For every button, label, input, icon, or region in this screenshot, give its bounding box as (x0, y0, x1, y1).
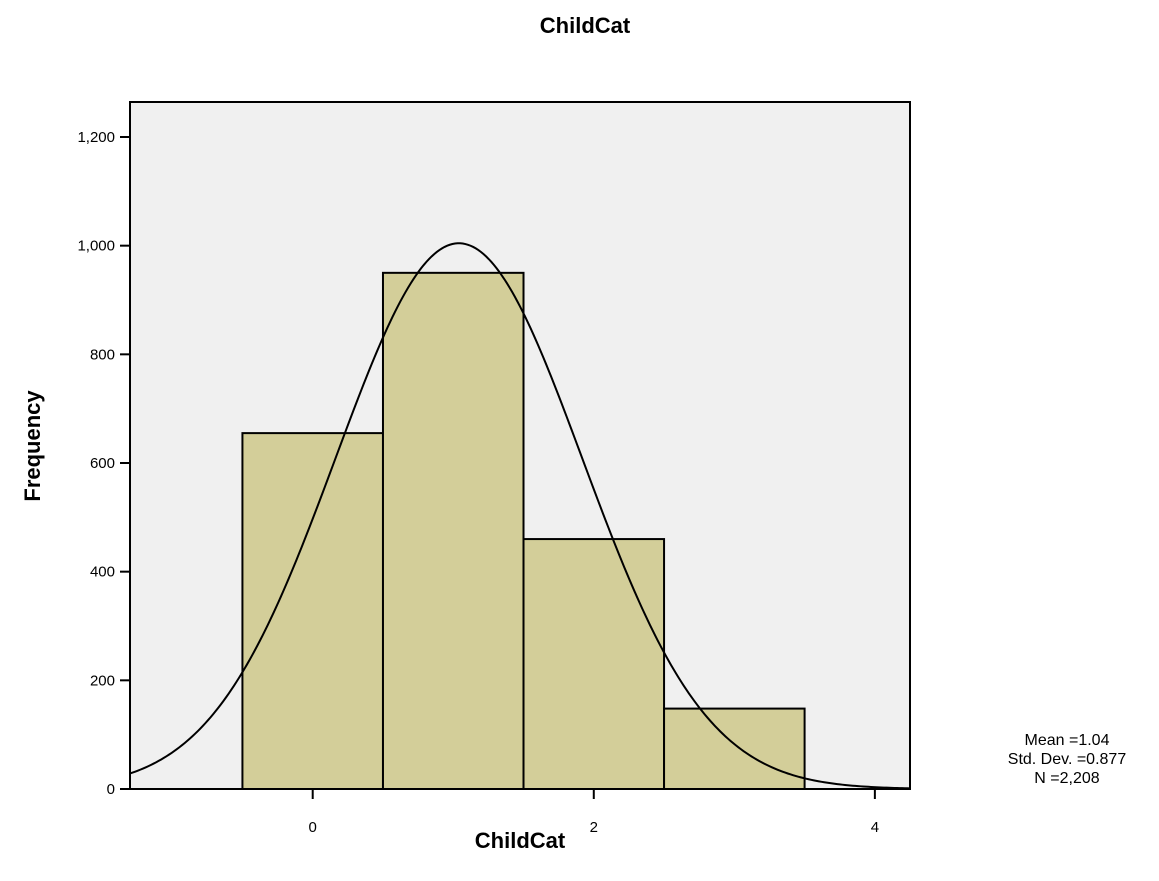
stats-line: N =2,208 (1034, 770, 1099, 787)
y-tick-label: 400 (90, 564, 115, 581)
y-tick-label: 600 (90, 455, 115, 472)
y-tick-label: 800 (90, 346, 115, 363)
y-tick-label: 0 (107, 781, 115, 798)
histogram-bar (381, 271, 525, 791)
histogram-bar (241, 432, 384, 790)
plot-frame (129, 101, 911, 790)
stats-line: Std. Dev. =0.877 (1008, 751, 1127, 768)
histogram-bar (663, 707, 806, 790)
x-tick-label: 0 (309, 819, 317, 836)
stats-box: Mean =1.04 Std. Dev. =0.877 N =2,208 (1008, 732, 1127, 787)
x-axis: 0 2 4 (309, 789, 879, 836)
x-tick-label: 2 (590, 819, 598, 836)
chart-title: ChildCat (540, 13, 631, 38)
y-tick-label: 1,200 (77, 129, 115, 146)
stats-line: Mean =1.04 (1025, 732, 1110, 749)
x-axis-label: ChildCat (475, 828, 566, 853)
histogram-bar (522, 538, 666, 790)
x-tick-label: 4 (871, 819, 879, 836)
y-axis: 0 200 400 600 800 1,000 1,200 (77, 129, 130, 798)
y-tick-label: 1,000 (77, 238, 115, 255)
normal-curve (129, 242, 911, 790)
y-axis-label: Frequency (20, 390, 45, 502)
y-tick-label: 200 (90, 672, 115, 689)
bars-group (241, 271, 806, 791)
